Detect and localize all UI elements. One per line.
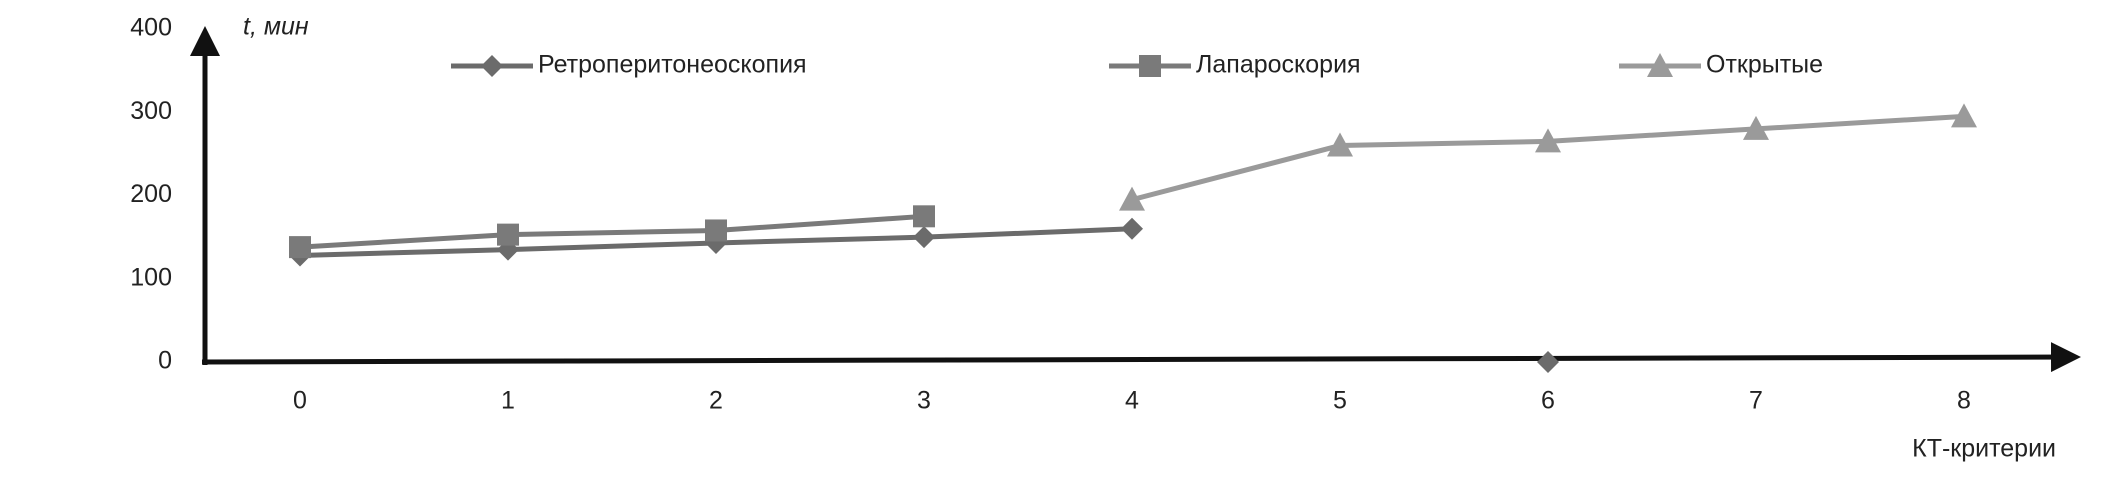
y-tick-label: 0 (158, 347, 172, 375)
legend-marker (1647, 53, 1673, 77)
point (705, 219, 727, 242)
point (1119, 186, 1145, 211)
x-axis (201, 342, 2081, 373)
point (1743, 115, 1769, 140)
point (1121, 217, 1143, 240)
point (1535, 128, 1561, 153)
x-tick-label: 2 (709, 387, 723, 415)
x-tick-label: 3 (917, 387, 931, 415)
point (497, 223, 519, 246)
x-axis-label: КТ-критерии (1912, 435, 2056, 463)
legend-label: Открытые (1706, 51, 1823, 79)
y-tick-label: 300 (130, 97, 172, 125)
y-tick-label: 100 (130, 263, 172, 291)
legend-label: Лапароскория (1196, 51, 1361, 79)
legend-marker (1139, 55, 1161, 77)
x-tick-label: 8 (1957, 387, 1971, 415)
point (913, 226, 935, 249)
legend-label: Ретроперитонеоскопия (538, 51, 807, 79)
point (289, 236, 311, 259)
x-tick-label: 6 (1541, 387, 1555, 415)
point (1951, 103, 1977, 128)
x-tick-label: 1 (501, 387, 515, 415)
series-line (299, 213, 925, 250)
x-tick-label: 5 (1333, 387, 1347, 415)
point (1327, 132, 1353, 157)
series-line (300, 229, 1548, 362)
y-axis-label: t, мин (243, 13, 309, 41)
y-tick-label: 400 (130, 14, 172, 42)
x-tick-label: 7 (1749, 387, 1763, 415)
x-tick-label: 0 (293, 387, 307, 415)
x-tick-label: 4 (1125, 387, 1139, 415)
point (1537, 351, 1559, 373)
y-tick-label: 200 (130, 180, 172, 208)
legend-marker (481, 55, 503, 77)
point (913, 205, 935, 228)
